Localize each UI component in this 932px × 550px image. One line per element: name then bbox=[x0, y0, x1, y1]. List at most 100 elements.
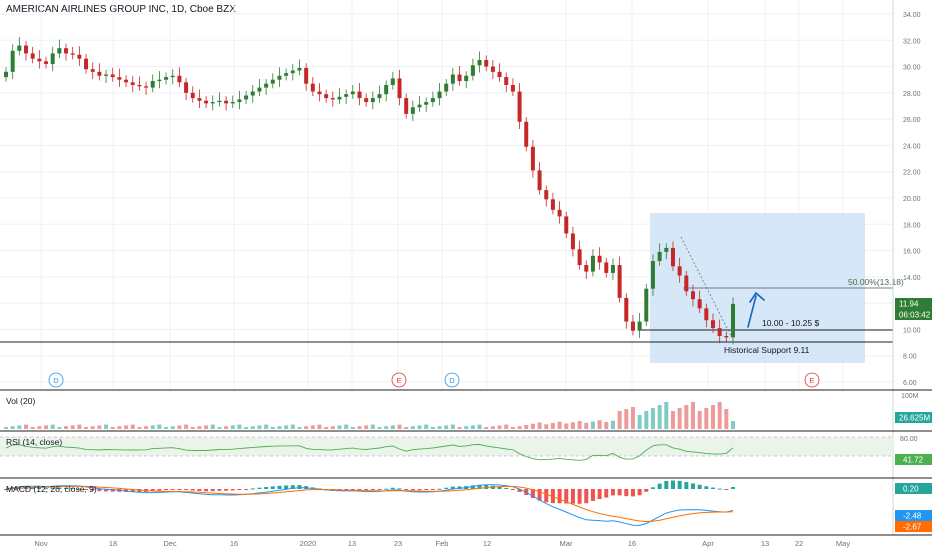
y-tick-label: 20.00 bbox=[903, 196, 921, 203]
vol-value: 26.625M bbox=[899, 414, 930, 423]
macd-histogram-bar bbox=[504, 487, 509, 489]
candle-body bbox=[97, 71, 102, 76]
candle-body bbox=[604, 262, 609, 273]
candle-body bbox=[544, 190, 549, 200]
candle-body bbox=[297, 67, 302, 71]
macd-line bbox=[5, 484, 734, 527]
volume-bar bbox=[144, 426, 149, 429]
signal-line bbox=[5, 485, 734, 523]
macd-histogram-bar bbox=[497, 486, 502, 489]
volume-bar bbox=[704, 408, 709, 429]
vol-value-tag bbox=[895, 412, 932, 423]
volume-bar bbox=[457, 427, 462, 429]
volume-bar bbox=[677, 408, 682, 429]
macd-histogram-bar bbox=[177, 489, 182, 490]
rsi-line bbox=[5, 444, 734, 461]
macd-histogram-bar bbox=[210, 489, 215, 492]
candle-body bbox=[377, 94, 382, 99]
macd-histogram-bar bbox=[437, 488, 442, 490]
volume-bar bbox=[184, 424, 189, 429]
volume-bar bbox=[557, 421, 562, 429]
volume-bar bbox=[324, 427, 329, 429]
candle-body bbox=[690, 291, 695, 300]
candle-body bbox=[630, 321, 635, 331]
macd-histogram-bar bbox=[150, 489, 155, 492]
macd-histogram-bar bbox=[290, 485, 295, 489]
candle-body bbox=[597, 255, 602, 263]
volume-bar bbox=[244, 427, 249, 429]
candle-body bbox=[710, 320, 715, 329]
candle-body bbox=[490, 66, 495, 72]
volume-bar bbox=[624, 409, 629, 429]
candle-body bbox=[37, 58, 42, 62]
candle-body bbox=[90, 69, 95, 72]
rsi-value-tag bbox=[895, 454, 932, 465]
volume-bar bbox=[530, 423, 535, 429]
last-price-value: 11.94 bbox=[899, 300, 919, 309]
macd-histogram-bar bbox=[604, 489, 609, 498]
macd-histogram-bar bbox=[724, 489, 729, 490]
candle-body bbox=[304, 67, 309, 84]
volume-bar bbox=[257, 425, 262, 429]
y-tick-label: 30.00 bbox=[903, 65, 921, 72]
candle-body bbox=[524, 121, 529, 147]
candle-body bbox=[497, 71, 502, 78]
volume-bar bbox=[604, 422, 609, 429]
candle-body bbox=[731, 303, 735, 338]
candle-body bbox=[457, 74, 462, 82]
volume-bar bbox=[544, 424, 549, 429]
candle-body bbox=[30, 53, 35, 59]
macd-histogram-bar bbox=[97, 489, 102, 492]
x-tick-label: Nov bbox=[34, 539, 48, 548]
volume-bar bbox=[57, 427, 62, 429]
macd-histogram-bar bbox=[170, 489, 175, 490]
macd-histogram-bar bbox=[364, 489, 369, 491]
candle-body bbox=[184, 82, 189, 93]
candle-body bbox=[344, 94, 349, 97]
volume-bar bbox=[264, 424, 269, 429]
candle-body bbox=[70, 53, 75, 55]
volume-bar bbox=[664, 402, 669, 429]
candle-body bbox=[77, 54, 82, 59]
signal-value-tag bbox=[895, 521, 932, 532]
event-marker-letter: E bbox=[809, 376, 814, 385]
x-tick-label: Apr bbox=[702, 539, 714, 548]
volume-bar bbox=[397, 424, 402, 429]
macd-label: MACD (12, 26, close, 9) bbox=[6, 484, 97, 494]
macd-histogram-bar bbox=[457, 486, 462, 489]
macd-histogram-bar bbox=[57, 487, 62, 489]
candle-body bbox=[610, 265, 615, 273]
volume-bar bbox=[490, 426, 495, 429]
volume-bar bbox=[37, 426, 42, 429]
volume-bar bbox=[510, 427, 515, 429]
candle-body bbox=[110, 74, 115, 78]
candle-body bbox=[570, 233, 575, 250]
macd-histogram-bar bbox=[617, 489, 622, 496]
x-tick-label: 13 bbox=[761, 539, 769, 548]
macd-histogram-bar bbox=[557, 489, 562, 504]
candle-body bbox=[724, 336, 729, 338]
macd-histogram-bar bbox=[270, 486, 275, 489]
macd-histogram-bar bbox=[470, 485, 475, 489]
volume-bar bbox=[204, 425, 209, 429]
candle-body bbox=[410, 107, 415, 114]
x-tick-label: 23 bbox=[394, 539, 402, 548]
x-tick-label: 16 bbox=[230, 539, 238, 548]
candle-body bbox=[224, 100, 229, 104]
vol-label: Vol (20) bbox=[6, 396, 35, 406]
volume-bar bbox=[564, 423, 569, 429]
volume-bar bbox=[404, 427, 409, 429]
candle-body bbox=[130, 82, 135, 85]
candle-body bbox=[504, 77, 509, 85]
candle-body bbox=[190, 92, 195, 99]
macd-histogram-bar bbox=[244, 489, 249, 490]
macd-histogram-bar bbox=[384, 488, 389, 490]
candle-body bbox=[290, 70, 295, 74]
volume-bar bbox=[270, 427, 275, 429]
macd-histogram-bar bbox=[537, 489, 542, 501]
macd-histogram-bar bbox=[130, 489, 135, 493]
macd-histogram-bar bbox=[70, 488, 75, 490]
volume-bar bbox=[670, 411, 675, 429]
